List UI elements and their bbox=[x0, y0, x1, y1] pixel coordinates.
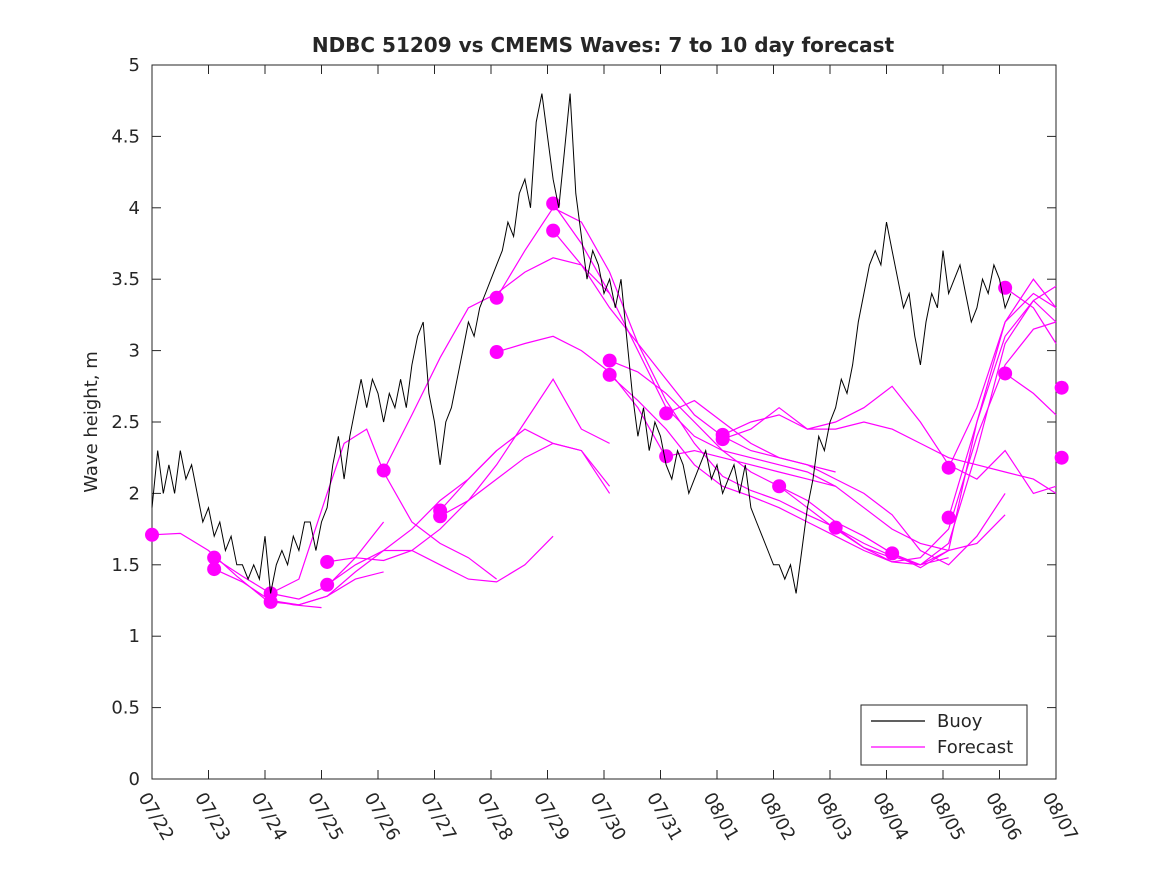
forecast-start-marker bbox=[207, 550, 222, 565]
forecast-line bbox=[722, 406, 1057, 494]
y-tick-label: 0.5 bbox=[111, 698, 140, 719]
forecast-start-marker bbox=[145, 527, 159, 542]
forecast-start-marker bbox=[885, 546, 900, 561]
forecast-start-marker bbox=[320, 577, 335, 592]
forecast-start-marker bbox=[489, 345, 504, 360]
y-tick-label: 4 bbox=[129, 198, 140, 219]
forecast-start-marker bbox=[602, 367, 617, 382]
forecast-line bbox=[439, 378, 610, 517]
forecast-start-marker bbox=[715, 432, 730, 447]
forecast-line bbox=[948, 278, 1057, 468]
chart-title: NDBC 51209 vs CMEMS Waves: 7 to 10 day f… bbox=[312, 33, 895, 57]
legend-box bbox=[860, 704, 1028, 766]
forecast-start-marker bbox=[376, 463, 391, 478]
forecast-start-marker bbox=[489, 290, 504, 305]
forecast-line bbox=[496, 335, 667, 458]
forecast-start-marker bbox=[602, 353, 617, 368]
y-axis-label: Wave height, m bbox=[81, 351, 102, 492]
forecast-line bbox=[1004, 372, 1057, 416]
forecast-start-marker bbox=[433, 503, 448, 518]
y-tick-label: 1.5 bbox=[111, 555, 140, 576]
forecast-start-marker bbox=[320, 554, 335, 569]
forecast-start-marker bbox=[941, 510, 956, 525]
forecast-start-marker bbox=[207, 562, 222, 577]
forecast-start-marker bbox=[1054, 380, 1069, 395]
forecast-line bbox=[722, 385, 1057, 495]
forecast-start-marker bbox=[941, 460, 956, 475]
forecast-line bbox=[835, 285, 1057, 566]
forecast-start-marker bbox=[828, 520, 843, 535]
y-tick-label: 5 bbox=[129, 55, 140, 76]
forecast-line bbox=[665, 399, 1006, 566]
forecast-start-marker bbox=[546, 196, 561, 211]
forecast-start-marker bbox=[546, 223, 561, 238]
y-tick-label: 3.5 bbox=[111, 269, 140, 290]
legend-label: Buoy bbox=[937, 711, 983, 732]
legend-label: Forecast bbox=[937, 737, 1013, 758]
y-tick-label: 0 bbox=[129, 769, 140, 790]
forecast-line bbox=[1004, 287, 1057, 344]
forecast-start-marker bbox=[772, 479, 787, 494]
y-tick-label: 3 bbox=[129, 341, 140, 362]
y-tick-label: 2.5 bbox=[111, 412, 140, 433]
forecast-line bbox=[496, 207, 893, 559]
forecast-line bbox=[778, 321, 1057, 563]
forecast-line bbox=[552, 203, 836, 487]
forecast-start-marker bbox=[1054, 450, 1069, 465]
y-tick-label: 4.5 bbox=[111, 126, 140, 147]
forecast-line bbox=[948, 299, 1057, 518]
plot-area: 07/22 07/23 07/24 07/25 07/26 07/27 07/28 07/29… bbox=[111, 55, 1081, 844]
buoy-line bbox=[151, 93, 1012, 594]
forecast-start-marker bbox=[998, 366, 1013, 381]
forecast-start-marker bbox=[659, 449, 674, 464]
forecast-line bbox=[439, 428, 611, 511]
forecast-start-marker bbox=[659, 406, 674, 421]
y-tick-label: 2 bbox=[129, 483, 140, 504]
legend: Buoy Forecast bbox=[860, 704, 1028, 766]
axes-box bbox=[151, 64, 1057, 780]
y-tick-label: 1 bbox=[129, 626, 140, 647]
forecast-line bbox=[326, 535, 554, 586]
